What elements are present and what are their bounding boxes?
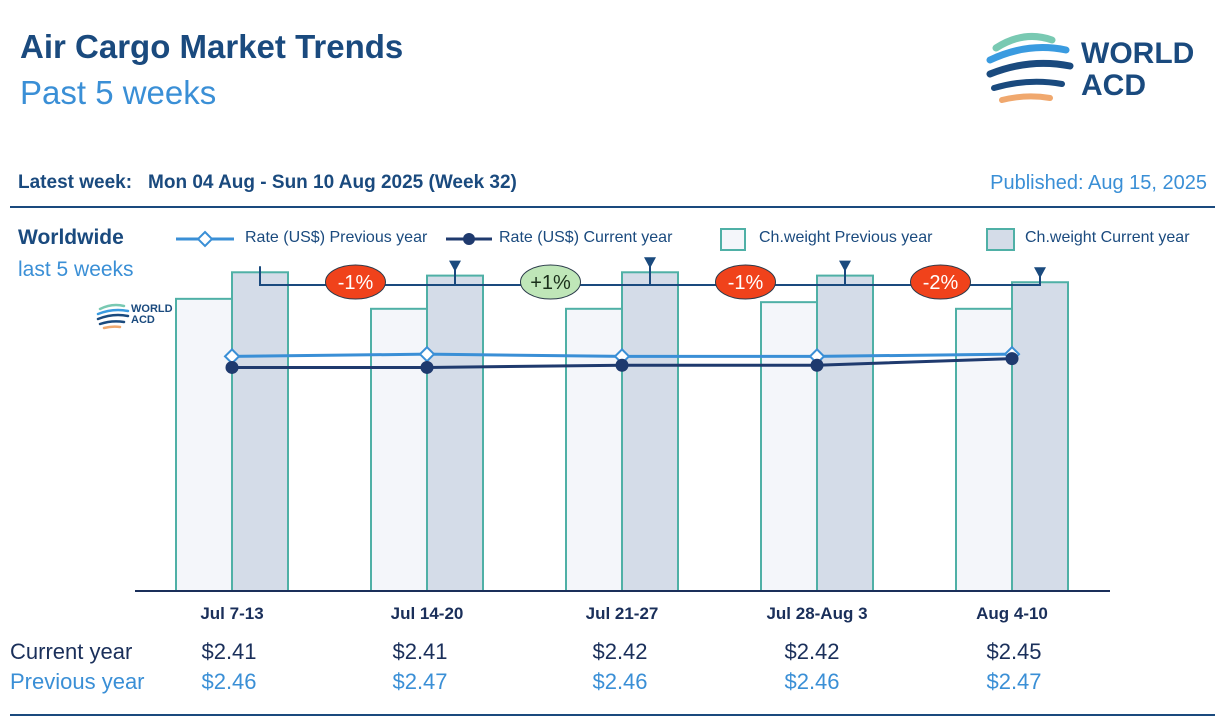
previous-year-value: $2.47	[392, 669, 448, 694]
change-arrow-icon	[644, 257, 656, 269]
page-subtitle: Past 5 weeks	[20, 74, 217, 111]
rate-current-year-point	[225, 360, 239, 374]
current-year-value: $2.41	[201, 639, 257, 664]
legend-cw-prev-icon	[720, 228, 746, 251]
legend-cw-prev: Ch.weight Previous year	[759, 229, 933, 246]
current-year-value: $2.42	[592, 639, 648, 664]
change-arrow-icon	[839, 260, 851, 272]
mini-logo-icon	[96, 303, 130, 330]
change-badge	[520, 264, 581, 300]
change-badge	[715, 264, 776, 300]
legend-rate-prev: Rate (US$) Previous year	[245, 229, 428, 246]
rate-current-year-point	[810, 358, 824, 372]
previous-year-value: $2.46	[592, 669, 648, 694]
bar-chweight-previous-year	[955, 307, 1013, 592]
latest-week-value: Mon 04 Aug - Sun 10 Aug 2025 (Week 32)	[148, 172, 517, 193]
latest-week-label: Latest week:	[18, 172, 133, 193]
legend-rate-cur-icon	[446, 233, 492, 245]
bar-chweight-current-year	[1011, 281, 1069, 592]
rate-current-year-point	[615, 358, 629, 372]
bar-chweight-current-year	[816, 274, 874, 592]
mini-logo-wordmark: WORLD ACD	[131, 303, 173, 326]
region-subtitle: last 5 weeks	[18, 258, 134, 281]
change-badge-label: +1%	[530, 272, 571, 294]
rate-current-year-point	[420, 360, 434, 374]
published-date: Published: Aug 15, 2025	[990, 172, 1207, 194]
change-badge-label: -1%	[728, 272, 764, 294]
previous-year-label: Previous year	[10, 669, 145, 694]
bar-chweight-previous-year	[760, 301, 818, 592]
previous-year-value: $2.46	[201, 669, 257, 694]
legend-rate-prev-icon	[176, 230, 234, 248]
page-title: Air Cargo Market Trends	[20, 28, 404, 65]
x-tick-label: Aug 4-10	[976, 604, 1048, 623]
x-tick-label: Jul 21-27	[586, 604, 659, 623]
current-year-value: $2.41	[392, 639, 448, 664]
region-title: Worldwide	[18, 226, 124, 249]
divider-bottom	[10, 714, 1215, 716]
bar-chweight-current-year	[231, 271, 289, 592]
change-badge	[325, 264, 386, 300]
change-badge-label: -2%	[923, 272, 959, 294]
bar-chweight-previous-year	[175, 297, 233, 592]
bar-chweight-previous-year	[370, 307, 428, 592]
current-year-value: $2.45	[986, 639, 1042, 664]
change-arrow-icon	[1034, 267, 1046, 279]
current-year-value: $2.42	[784, 639, 840, 664]
x-tick-label: Jul 28-Aug 3	[766, 604, 867, 623]
rate-current-year-point	[1005, 352, 1019, 366]
divider-top	[10, 206, 1215, 208]
legend-rate-cur: Rate (US$) Current year	[499, 229, 673, 246]
previous-year-value: $2.47	[986, 669, 1042, 694]
bar-chweight-previous-year	[565, 307, 623, 592]
change-badge	[910, 264, 971, 300]
logo-wordmark: WORLD ACD	[1081, 37, 1195, 102]
bar-chweight-current-year	[621, 271, 679, 592]
x-tick-label: Jul 14-20	[391, 604, 464, 623]
world-acd-logo-icon	[986, 32, 1074, 103]
previous-year-value: $2.46	[784, 669, 840, 694]
legend-cw-cur: Ch.weight Current year	[1025, 229, 1190, 246]
bar-chweight-current-year	[426, 274, 484, 592]
latest-week: Latest week: Mon 04 Aug - Sun 10 Aug 2025…	[18, 172, 517, 194]
x-tick-label: Jul 7-13	[200, 604, 263, 623]
change-badge-label: -1%	[338, 272, 374, 294]
current-year-label: Current year	[10, 639, 133, 664]
legend-cw-cur-icon	[986, 228, 1015, 251]
change-arrow-icon	[449, 260, 461, 272]
